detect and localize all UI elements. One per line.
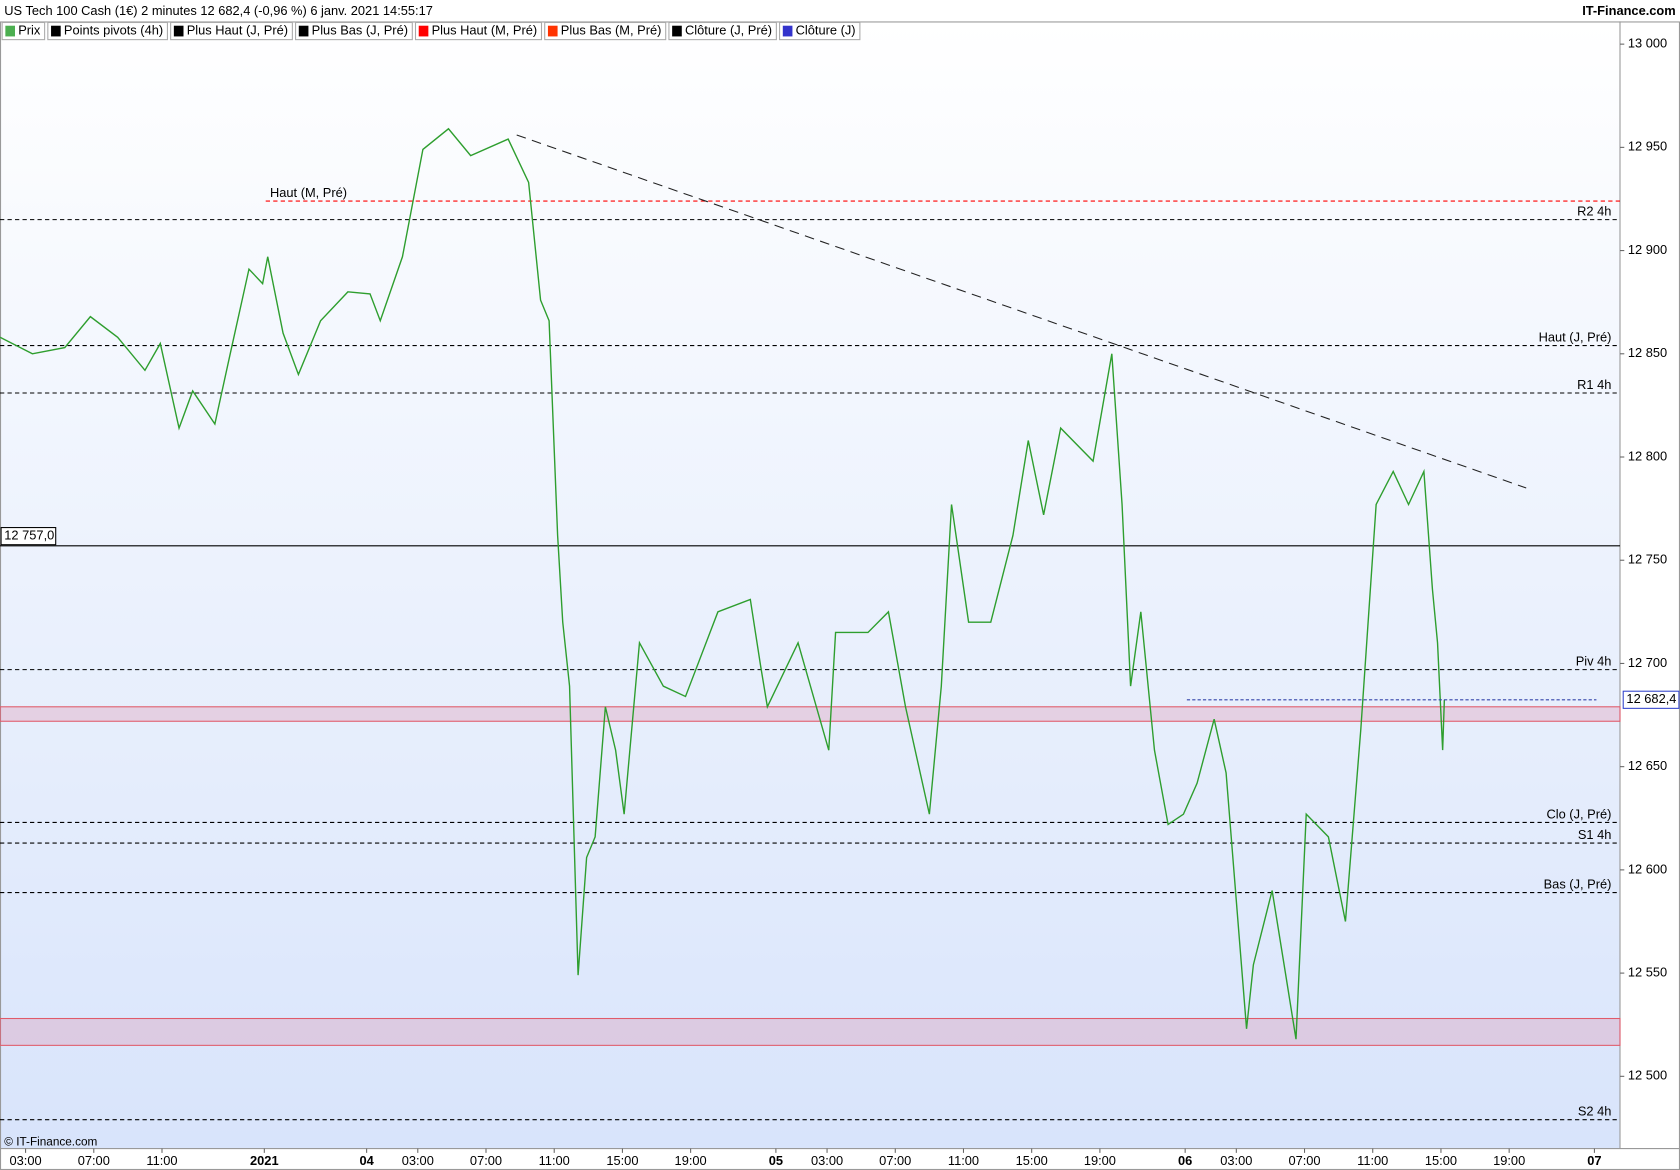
- last-price-label: 12 682,4: [1626, 691, 1676, 706]
- legend-swatch: [782, 25, 793, 37]
- x-tick-label: 03:00: [10, 1153, 42, 1168]
- x-tick-label: 11:00: [539, 1153, 570, 1168]
- x-tick-label: 19:00: [1084, 1153, 1116, 1168]
- legend-item: [170, 21, 293, 41]
- legend-item: [779, 21, 861, 41]
- y-tick-label: 12 600: [1628, 861, 1667, 876]
- legend-swatch: [5, 25, 15, 37]
- plot-area: [0, 21, 1620, 1149]
- x-tick-label: 19:00: [675, 1153, 707, 1168]
- brand: IT-Finance.com: [1582, 3, 1676, 18]
- x-tick-label: 06: [1178, 1153, 1192, 1168]
- legend-label: Clôture (J): [796, 22, 856, 37]
- y-tick-label: 12 750: [1628, 552, 1667, 567]
- legend-swatch: [547, 25, 558, 37]
- legend-item: [414, 21, 543, 41]
- legend-label: Points pivots (4h): [64, 22, 163, 37]
- y-tick-label: 12 550: [1628, 964, 1667, 979]
- legend-item: [668, 21, 777, 41]
- last-price-box: [1622, 690, 1680, 709]
- legend-label: Plus Haut (J, Pré): [187, 22, 288, 37]
- zone: [0, 706, 1621, 722]
- legend-label: Plus Bas (M, Pré): [561, 22, 662, 37]
- copyright: © IT-Finance.com: [4, 1135, 97, 1148]
- legend-swatch: [51, 25, 61, 37]
- legend-swatch: [672, 25, 682, 37]
- y-tick-label: 12 850: [1628, 345, 1667, 360]
- chart-title: US Tech 100 Cash (1€) 2 minutes 12 682,4…: [4, 3, 433, 18]
- x-tick-label: 07:00: [470, 1153, 502, 1168]
- x-tick-label: 03:00: [402, 1153, 434, 1168]
- level-label: Haut (M, Pré): [270, 185, 347, 200]
- level-label: Haut (J, Pré): [1539, 329, 1612, 344]
- x-tick-label: 15:00: [1016, 1153, 1048, 1168]
- level-label: Bas (J, Pré): [1544, 876, 1612, 891]
- y-tick-label: 12 800: [1628, 448, 1667, 463]
- level-label: Piv 4h: [1576, 654, 1612, 669]
- legend-item: [47, 21, 168, 41]
- y-tick-label: 13 000: [1628, 36, 1667, 51]
- legend-swatch: [298, 25, 309, 37]
- legend-swatch: [173, 25, 184, 37]
- legend-item: [544, 21, 667, 41]
- x-tick-label: 15:00: [606, 1153, 638, 1168]
- marker-label: 12 757,0: [4, 528, 54, 543]
- x-tick-label: 07: [1587, 1153, 1601, 1168]
- level-label: R1 4h: [1577, 377, 1611, 392]
- legend-item: [295, 21, 413, 41]
- x-tick-label: 2021: [250, 1153, 279, 1168]
- legend-label: Prix: [18, 22, 41, 37]
- x-tick-label: 03:00: [811, 1153, 843, 1168]
- price-line: [0, 127, 1446, 1040]
- legend-label: Plus Haut (M, Pré): [432, 22, 538, 37]
- y-tick-label: 12 700: [1628, 655, 1667, 670]
- x-tick-label: 07:00: [78, 1153, 110, 1168]
- x-tick-label: 07:00: [1288, 1153, 1320, 1168]
- x-tick-label: 19:00: [1493, 1153, 1525, 1168]
- trendline: [516, 134, 1527, 489]
- x-tick-label: 03:00: [1220, 1153, 1252, 1168]
- level-label: R2 4h: [1577, 203, 1611, 218]
- x-tick-label: 11:00: [1357, 1153, 1388, 1168]
- x-tick-label: 11:00: [948, 1153, 979, 1168]
- y-tick-label: 12 650: [1628, 758, 1667, 773]
- y-tick-label: 12 950: [1628, 139, 1667, 154]
- zone: [0, 1017, 1621, 1046]
- y-tick-label: 12 900: [1628, 242, 1667, 257]
- level-label: S1 4h: [1578, 827, 1612, 842]
- x-tick-label: 15:00: [1425, 1153, 1457, 1168]
- marker-box: [0, 527, 57, 546]
- legend-label: Clôture (J, Pré): [685, 22, 772, 37]
- x-tick-label: 04: [359, 1153, 374, 1168]
- level-label: Clo (J, Pré): [1546, 806, 1611, 821]
- legend-swatch: [418, 25, 429, 37]
- legend-label: Plus Bas (J, Pré): [312, 22, 408, 37]
- x-tick-label: 05: [769, 1153, 783, 1168]
- level-label: S2 4h: [1578, 1104, 1612, 1119]
- y-tick-label: 12 500: [1628, 1068, 1667, 1083]
- x-tick-label: 07:00: [879, 1153, 911, 1168]
- x-tick-label: 11:00: [146, 1153, 177, 1168]
